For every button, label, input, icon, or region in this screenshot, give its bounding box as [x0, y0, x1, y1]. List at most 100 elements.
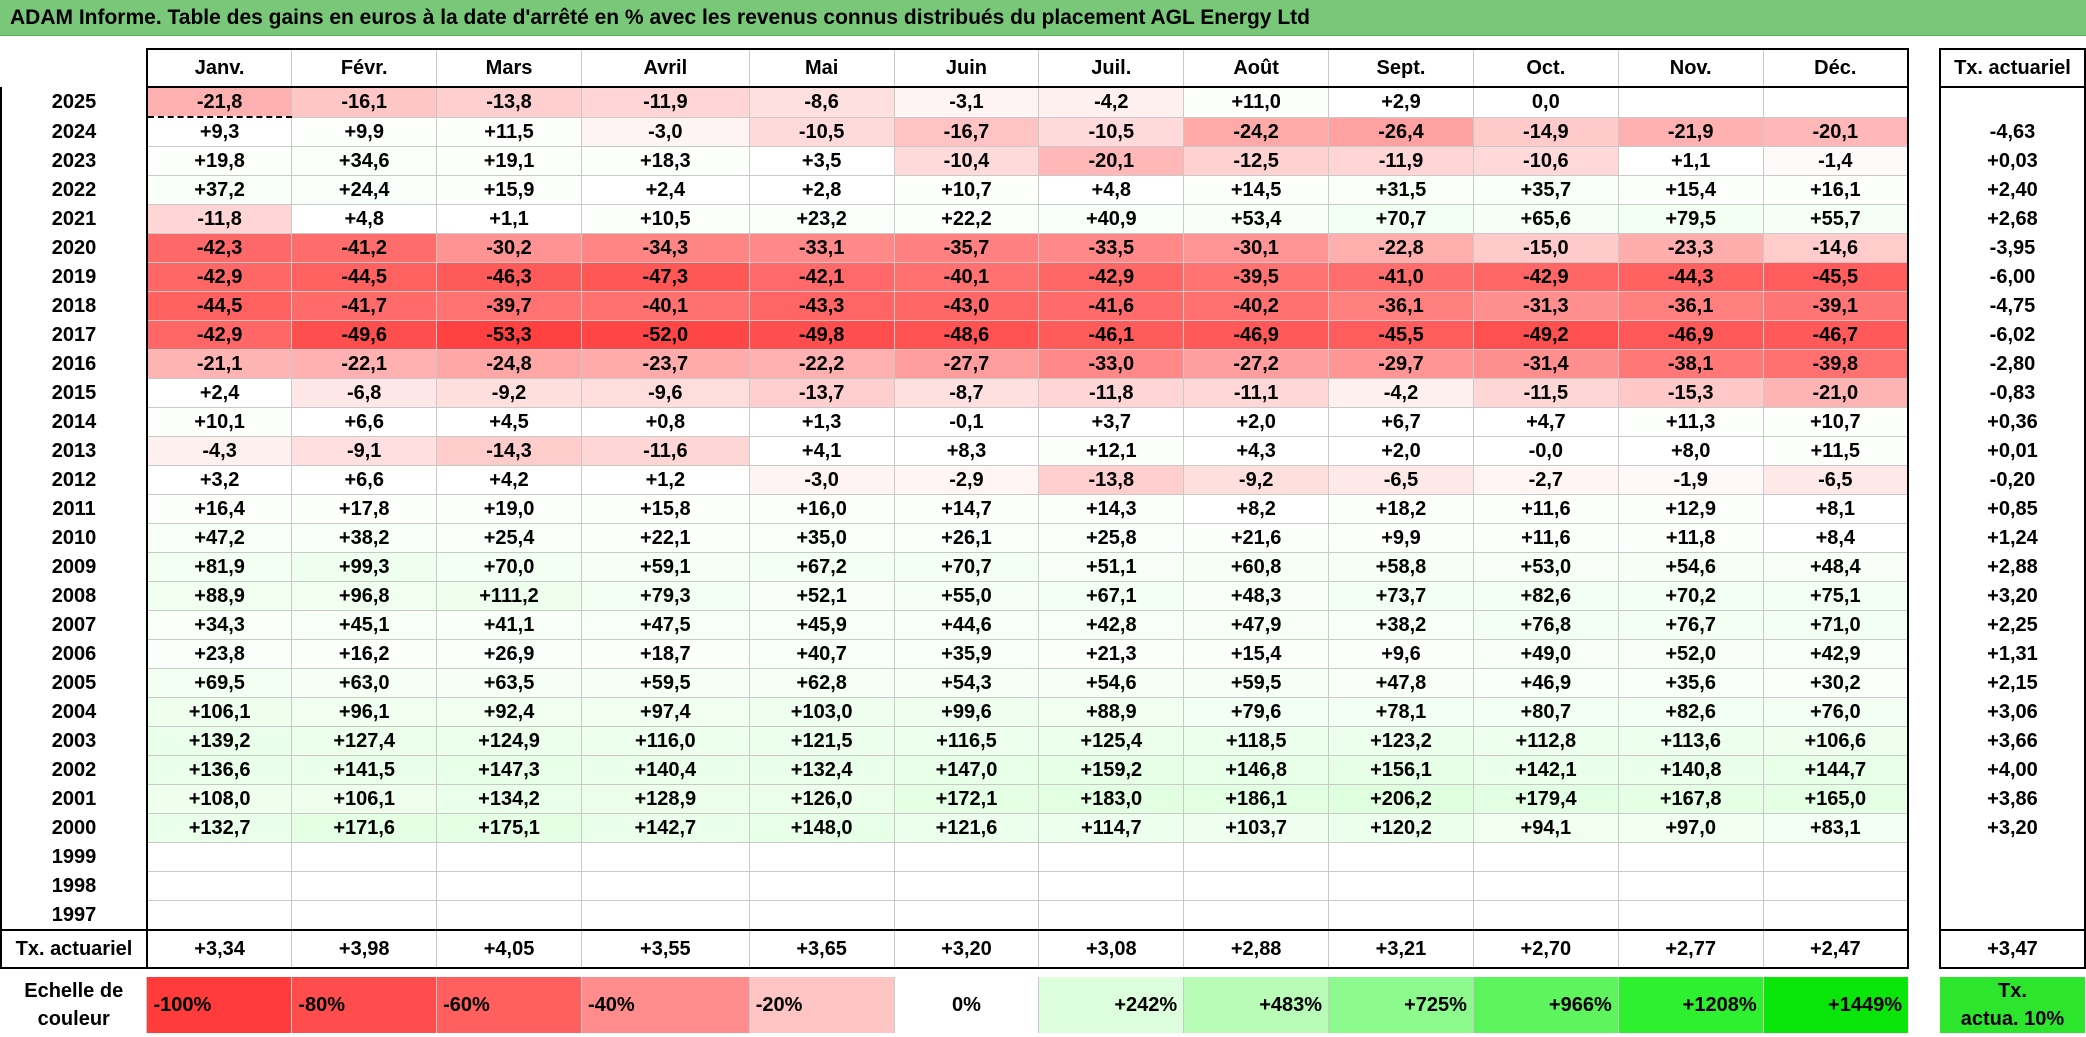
gain-cell: +132,7 — [145, 813, 293, 843]
gain-cell: +48,4 — [1762, 552, 1909, 582]
gain-cell: +75,1 — [1762, 581, 1909, 611]
gain-cell: -14,6 — [1762, 233, 1909, 263]
gain-cell: +6,6 — [291, 407, 438, 437]
gain-cell: -15,0 — [1472, 233, 1619, 263]
gain-cell: -10,5 — [748, 116, 895, 147]
gain-cell: +44,6 — [893, 610, 1040, 640]
rate-cell: +2,25 — [1938, 610, 2086, 640]
gain-cell: +2,4 — [580, 175, 750, 205]
spacer — [1907, 930, 1940, 968]
gain-cell: -33,5 — [1038, 233, 1185, 263]
rate-cell: +2,68 — [1938, 204, 2086, 234]
table-row: 2001 +108,0 +106,1 +134,2 +128,9 +126,0 +172,1… — [0, 784, 2086, 814]
table-row: 2010 +47,2 +38,2 +25,4 +22,1 +35,0 +26,1 +25,8 +… — [0, 523, 2086, 553]
gain-cell: -13,8 — [1038, 465, 1185, 495]
color-scale-label-line: couleur — [37, 1008, 110, 1030]
gain-cell: -3,0 — [580, 116, 750, 147]
gain-cell: +51,1 — [1038, 552, 1185, 582]
gain-cell: +4,2 — [436, 465, 582, 495]
gain-cell: +106,1 — [291, 784, 438, 814]
rate-scale-cell: Tx. actua. 10% — [1939, 977, 2085, 1033]
gain-cell: +46,9 — [1472, 668, 1619, 698]
month-header: Déc. — [1762, 48, 1909, 88]
year-label: 2016 — [0, 349, 147, 379]
month-header: Mai — [748, 48, 895, 88]
month-header: Nov. — [1617, 48, 1764, 88]
year-label: 2015 — [0, 378, 147, 408]
gain-cell: -4,2 — [1328, 378, 1474, 408]
gain-cell: -31,4 — [1472, 349, 1619, 379]
gain-cell: +59,1 — [580, 552, 750, 582]
gain-cell: +21,6 — [1183, 523, 1330, 553]
gain-cell: +76,8 — [1472, 610, 1619, 640]
gain-cell: -14,3 — [436, 436, 582, 466]
gain-cell — [1762, 900, 1909, 931]
summary-value: +3,55 — [580, 929, 750, 969]
month-header: Févr. — [291, 48, 437, 88]
gain-cell: +15,9 — [436, 175, 582, 205]
rate-cell — [1938, 900, 2086, 931]
gain-cell: +11,6 — [1472, 494, 1619, 524]
gain-cell: +10,7 — [893, 175, 1040, 205]
year-label: 2000 — [0, 813, 147, 843]
gain-cell: +65,6 — [1472, 204, 1619, 234]
summary-total: +3,47 — [1938, 929, 2086, 969]
gain-cell: +11,5 — [1762, 436, 1909, 466]
rate-cell: -4,63 — [1938, 117, 2086, 147]
rate-cell: +1,31 — [1938, 639, 2086, 669]
gain-cell: +2,8 — [748, 175, 895, 205]
gain-cell: -9,1 — [291, 436, 438, 466]
gain-cell: -36,1 — [1328, 291, 1474, 321]
gain-cell: -40,1 — [893, 262, 1040, 292]
gain-cell — [1762, 842, 1909, 872]
month-header: Août — [1183, 48, 1329, 88]
gain-cell: -42,9 — [1038, 262, 1185, 292]
gain-cell: +96,8 — [291, 581, 438, 611]
spacer — [1907, 494, 1940, 524]
gain-cell — [1038, 900, 1185, 931]
gain-cell: +26,9 — [436, 639, 582, 669]
summary-value: +3,65 — [748, 929, 895, 969]
gain-cell: +0,8 — [580, 407, 750, 437]
gain-cell: -42,3 — [145, 233, 293, 263]
rate-cell: -3,95 — [1938, 233, 2086, 263]
rate-cell: +3,20 — [1938, 581, 2086, 611]
gain-cell: -14,9 — [1472, 116, 1619, 147]
gain-cell: +63,0 — [291, 668, 438, 698]
gain-cell: +24,4 — [291, 175, 438, 205]
gain-cell: +10,5 — [580, 204, 750, 234]
spacer — [1907, 407, 1940, 437]
gain-cell: +83,1 — [1762, 813, 1909, 843]
gain-cell: +53,4 — [1183, 204, 1330, 234]
gain-cell: -13,7 — [748, 378, 895, 408]
spacer — [1907, 697, 1940, 727]
gain-cell — [1183, 900, 1330, 931]
gain-cell: +120,2 — [1328, 813, 1474, 843]
month-header: Juin — [893, 48, 1039, 88]
gain-cell: -11,6 — [580, 436, 750, 466]
rate-cell: +0,03 — [1938, 146, 2086, 176]
gain-cell: +25,4 — [436, 523, 582, 553]
gain-cell: +3,2 — [145, 465, 293, 495]
gain-cell: +2,0 — [1328, 436, 1474, 466]
gain-cell — [580, 900, 750, 931]
gain-cell: +60,8 — [1183, 552, 1330, 582]
gain-cell: +21,3 — [1038, 639, 1185, 669]
gain-cell: +14,5 — [1183, 175, 1330, 205]
gain-cell: -29,7 — [1328, 349, 1474, 379]
gain-cell: -9,2 — [1183, 465, 1330, 495]
spacer — [1907, 262, 1940, 292]
gain-cell: +53,0 — [1472, 552, 1619, 582]
gain-cell — [748, 842, 895, 872]
color-scale-step: -20% — [748, 977, 895, 1033]
gain-cell: +114,7 — [1038, 813, 1185, 843]
spacer — [1907, 552, 1940, 582]
gain-cell: -46,9 — [1617, 320, 1764, 350]
gain-cell: +42,8 — [1038, 610, 1185, 640]
gain-cell: -2,9 — [893, 465, 1040, 495]
gain-cell: +15,4 — [1183, 639, 1330, 669]
gain-cell: +59,5 — [1183, 668, 1330, 698]
gain-cell: +17,8 — [291, 494, 438, 524]
gain-cell — [1617, 86, 1764, 118]
gain-cell: +59,5 — [580, 668, 750, 698]
